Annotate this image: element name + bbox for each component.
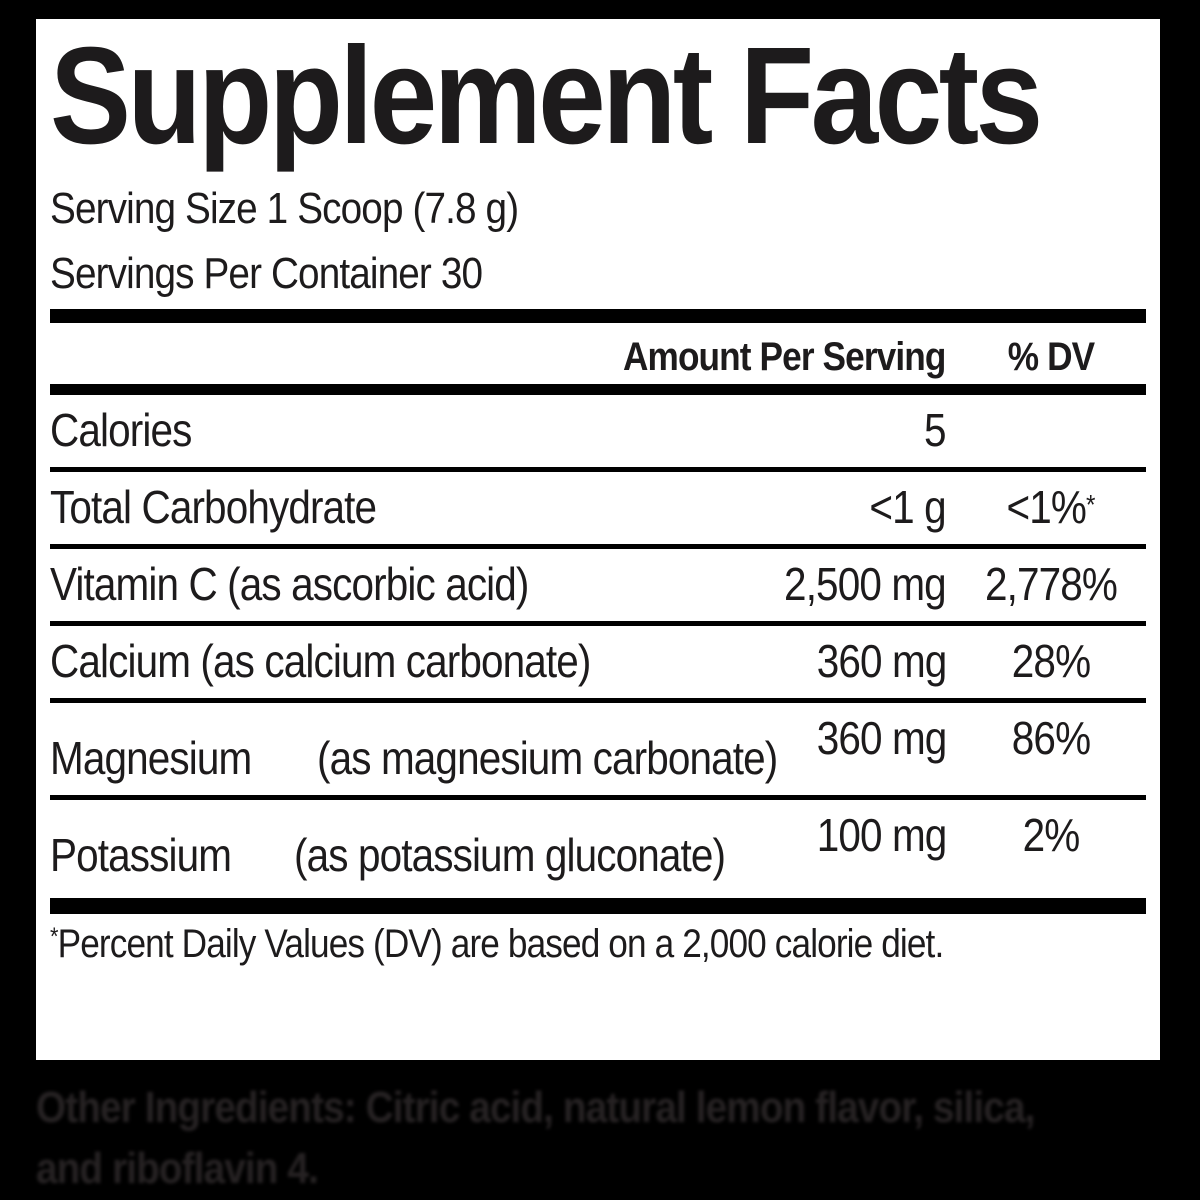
serving-size: Serving Size 1 Scoop (7.8 g) <box>50 184 519 233</box>
servings-per-container: Servings Per Container 30 <box>50 249 483 298</box>
table-row-calories: Calories 5 <box>50 395 1146 467</box>
thick-rule-bottom <box>50 898 1146 914</box>
table-row-total-carbohydrate: Total Carbohydrate <1 g <1%* <box>50 467 1146 544</box>
nutrient-amount: 360 mg <box>816 712 947 764</box>
table-row-calcium: Calcium (as calcium carbonate) 360 mg 28… <box>50 621 1146 698</box>
nutrient-name: Calories <box>50 404 192 456</box>
table-row-vitamin-c: Vitamin C (as ascorbic acid) 2,500 mg 2,… <box>50 544 1146 621</box>
nutrient-dv: 86% <box>1011 712 1091 764</box>
nutrient-dv: 2% <box>1022 809 1081 861</box>
supplement-facts-panel: Supplement Facts Serving Size 1 Scoop (7… <box>30 13 1166 1066</box>
nutrient-source: (as magnesium carbonate) <box>316 732 778 784</box>
thick-rule-top <box>50 309 1146 323</box>
table-row-magnesium: Magnesium 360 mg 86% (as magnesium carbo… <box>50 698 1146 795</box>
nutrient-name: Total Carbohydrate <box>50 481 377 533</box>
other-ingredients-list: Citric acid, natural lemon flavor, silic… <box>355 1083 1036 1132</box>
panel-title: Supplement Facts <box>50 27 1146 165</box>
daily-value-footnote: *Percent Daily Values (DV) are based on … <box>50 922 944 966</box>
other-ingredients-label: Other Ingredients: <box>36 1083 357 1132</box>
header-rule <box>50 384 1146 395</box>
nutrient-name: Calcium (as calcium carbonate) <box>50 635 591 687</box>
nutrient-amount: 2,500 mg <box>784 558 947 610</box>
nutrient-amount: 360 mg <box>816 635 947 687</box>
footnote-asterisk: * <box>50 924 58 951</box>
nutrient-dv: 28% <box>1011 635 1091 687</box>
nutrient-amount: 100 mg <box>816 809 947 861</box>
nutrient-name: Vitamin C (as ascorbic acid) <box>50 558 529 610</box>
nutrient-source: (as potassium gluconate) <box>293 829 726 881</box>
nutrient-dv: 2,778% <box>984 558 1118 610</box>
nutrient-dv: <1%* <box>1006 481 1096 533</box>
nutrient-amount: 5 <box>924 404 947 456</box>
table-row-potassium: Potassium 100 mg 2% (as potassium glucon… <box>50 795 1146 892</box>
nutrient-name: Magnesium <box>50 732 252 784</box>
nutrient-name: Potassium <box>50 829 232 881</box>
dv-column-header: % DV <box>1007 335 1095 379</box>
amount-column-header: Amount Per Serving <box>623 335 946 379</box>
other-ingredients-line2: and riboflavin 4. <box>36 1144 319 1193</box>
other-ingredients: Other Ingredients: Citric acid, natural … <box>36 1086 1171 1191</box>
nutrient-amount: <1 g <box>869 481 947 533</box>
dv-asterisk: * <box>1086 489 1096 520</box>
column-header-row: Amount Per Serving % DV <box>50 323 1146 384</box>
panel-title-text: Supplement Facts <box>50 19 1043 173</box>
